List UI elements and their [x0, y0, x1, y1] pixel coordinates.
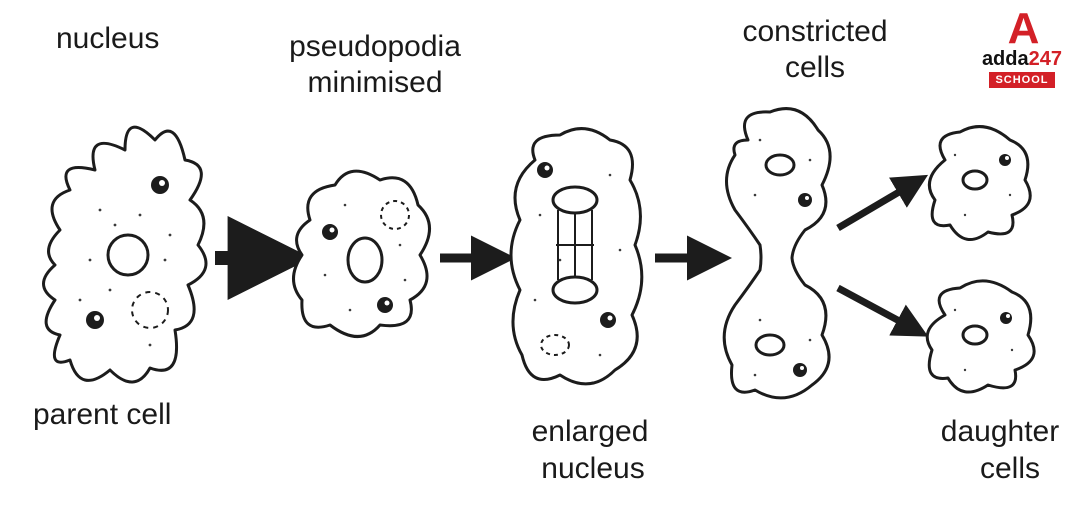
label-daughter-2: cells [950, 452, 1070, 487]
logo-name-a: adda [982, 48, 1029, 70]
stage-enlarged-nucleus [511, 129, 642, 384]
label-daughter-1: daughter [920, 415, 1080, 450]
stage-constricted-cells [724, 109, 830, 398]
label-parent-cell: parent cell [33, 398, 273, 433]
stage-daughter-bottom [927, 281, 1034, 392]
stage-parent-cell [44, 127, 207, 382]
logo-name-b: 247 [1029, 48, 1062, 70]
arrow-split-top [838, 182, 916, 228]
brand-logo: A adda247 SCHOOL [982, 10, 1062, 88]
logo-tag: SCHOOL [989, 72, 1054, 88]
label-pseudopodia-2: minimised [265, 66, 485, 101]
logo-mark-icon: A [982, 10, 1062, 47]
stage-pseudopodia-minimised [294, 171, 430, 336]
arrow-split-bottom [838, 288, 916, 330]
label-enlarged-1: enlarged [490, 415, 690, 450]
logo-wordmark: adda247 [982, 49, 1062, 69]
label-constricted-1: constricted [700, 15, 930, 50]
label-nucleus: nucleus [56, 22, 256, 57]
stage-daughter-top [929, 127, 1030, 240]
label-pseudopodia-1: pseudopodia [245, 30, 505, 65]
label-constricted-2: cells [750, 51, 880, 86]
label-enlarged-2: nucleus [498, 452, 688, 487]
